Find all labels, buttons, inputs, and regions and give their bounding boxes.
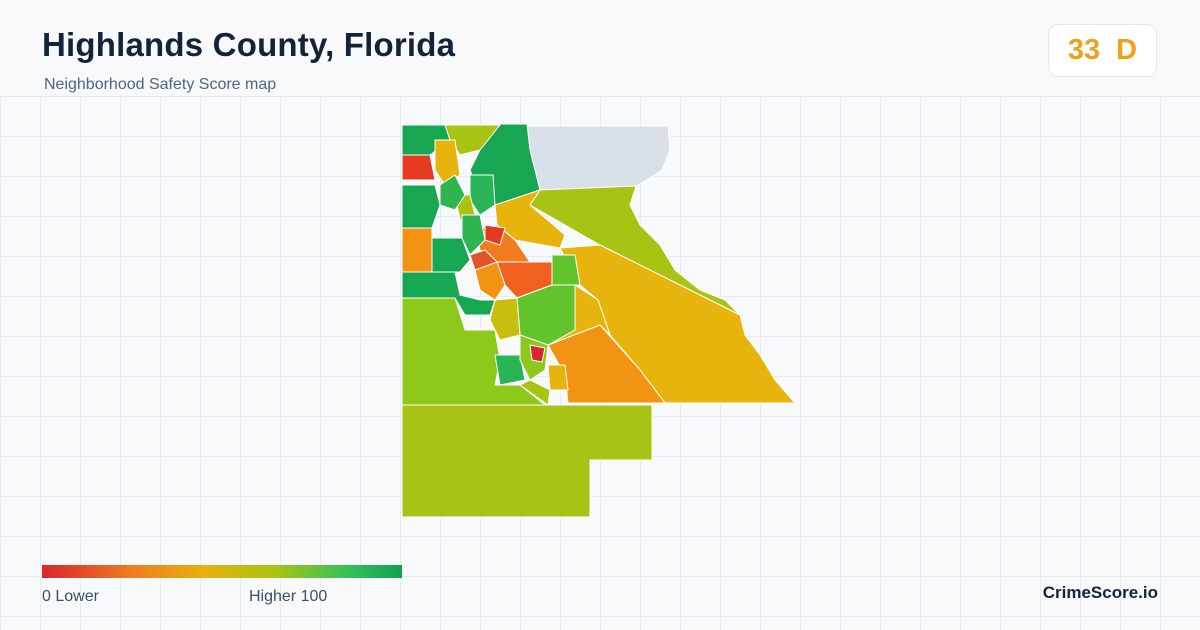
- map-region-no-data[interactable]: [526, 125, 671, 191]
- map-region[interactable]: [401, 271, 496, 316]
- legend-high-label: Higher 100: [249, 588, 327, 606]
- map-region[interactable]: [547, 364, 569, 391]
- legend-max-label: Higher: [249, 588, 297, 605]
- legend-min-label: Lower: [55, 588, 99, 605]
- legend-low-label: 0 Lower: [42, 588, 99, 606]
- header-divider: [0, 96, 1200, 97]
- map-region[interactable]: [401, 154, 436, 181]
- brand-name: CrimeScore.io: [1042, 583, 1158, 602]
- map-region[interactable]: [439, 174, 466, 211]
- legend-color-scale: [42, 565, 402, 578]
- map-region[interactable]: [529, 185, 741, 316]
- score-grade: D: [1116, 34, 1138, 66]
- score-badge: 33 D: [1048, 24, 1157, 77]
- map-region[interactable]: [551, 254, 581, 286]
- map-region[interactable]: [401, 227, 433, 273]
- map-region[interactable]: [401, 404, 653, 518]
- legend-max-value: 100: [300, 588, 328, 605]
- map-region[interactable]: [431, 237, 471, 273]
- score-value: 33: [1067, 34, 1101, 66]
- map-region[interactable]: [489, 297, 521, 341]
- map-region[interactable]: [401, 184, 441, 229]
- map-region[interactable]: [444, 124, 501, 156]
- map-region[interactable]: [474, 261, 506, 301]
- map-region[interactable]: [461, 214, 486, 256]
- map-region[interactable]: [529, 344, 546, 363]
- page-subtitle: Neighborhood Safety Score map: [44, 76, 277, 93]
- page-title: Highlands County, Florida: [42, 26, 456, 63]
- legend-min-value: 0: [42, 588, 51, 605]
- map-region[interactable]: [494, 354, 526, 386]
- map-region[interactable]: [484, 224, 506, 246]
